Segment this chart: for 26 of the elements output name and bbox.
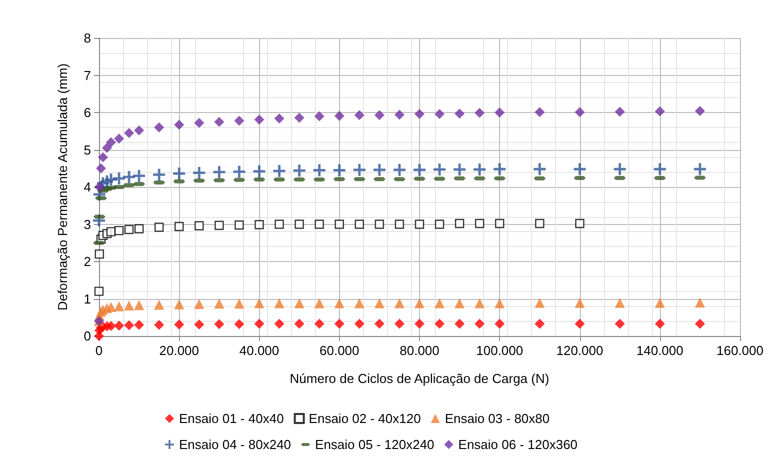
x-tick-label: 140.000 [636, 343, 684, 358]
x-tick-label: 80.000 [400, 343, 440, 358]
y-tick-label: 5 [84, 142, 91, 158]
x-tick-label: 100.000 [476, 343, 524, 358]
x-tick-label: 20.000 [159, 343, 200, 358]
x-tick-label: 0 [95, 343, 103, 358]
y-axis-title: Deformação Permanente Acumulada (mm) [55, 63, 70, 311]
legend-label: Ensaio 02 - 40x120 [308, 411, 421, 426]
y-tick-label: 7 [84, 68, 91, 83]
x-tick-label: 120.000 [556, 343, 604, 358]
y-tick-label: 4 [84, 180, 91, 194]
y-tick-label: 8 [84, 30, 91, 46]
legend-label: Ensaio 01 - 40x40 [179, 411, 284, 426]
legend-label: Ensaio 05 - 120x240 [315, 437, 434, 452]
y-tick-label: 0 [84, 328, 91, 344]
y-tick-label: 3 [84, 216, 91, 232]
x-axis-title: Número de Ciclos de Aplicação de Carga (N) [290, 371, 550, 386]
y-tick-label: 6 [84, 105, 91, 120]
legend-label: Ensaio 03 - 80x80 [444, 411, 550, 426]
y-tick-label: 2 [84, 254, 91, 269]
x-tick-label: 160.000 [716, 343, 764, 358]
y-tick-label: 1 [84, 291, 91, 306]
legend-label: Ensaio 06 - 120x360 [458, 437, 578, 452]
legend-label: Ensaio 04 - 80x240 [179, 437, 292, 452]
x-tick-label: 40.000 [239, 343, 280, 358]
x-tick-label: 60.000 [319, 343, 360, 358]
